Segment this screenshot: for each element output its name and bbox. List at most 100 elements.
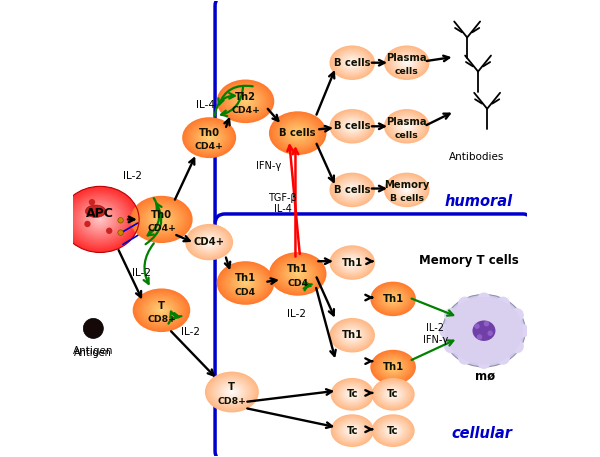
Ellipse shape bbox=[134, 289, 189, 331]
Ellipse shape bbox=[390, 297, 396, 301]
Ellipse shape bbox=[395, 117, 418, 135]
Ellipse shape bbox=[242, 280, 250, 286]
Ellipse shape bbox=[342, 182, 362, 198]
Text: Tc: Tc bbox=[346, 389, 358, 399]
Ellipse shape bbox=[335, 417, 370, 444]
Ellipse shape bbox=[340, 117, 365, 136]
Ellipse shape bbox=[395, 54, 418, 71]
Ellipse shape bbox=[221, 264, 271, 302]
Ellipse shape bbox=[97, 217, 104, 223]
Ellipse shape bbox=[388, 112, 425, 140]
Ellipse shape bbox=[334, 380, 371, 409]
Ellipse shape bbox=[226, 388, 238, 397]
Ellipse shape bbox=[329, 318, 375, 352]
Ellipse shape bbox=[382, 290, 404, 308]
Ellipse shape bbox=[188, 122, 230, 154]
Ellipse shape bbox=[345, 330, 359, 341]
Ellipse shape bbox=[208, 241, 210, 243]
Ellipse shape bbox=[387, 294, 400, 303]
Text: cellular: cellular bbox=[452, 426, 512, 441]
Ellipse shape bbox=[385, 173, 428, 207]
Ellipse shape bbox=[349, 333, 355, 338]
Ellipse shape bbox=[338, 252, 367, 274]
Ellipse shape bbox=[239, 278, 252, 288]
Ellipse shape bbox=[373, 351, 414, 383]
Ellipse shape bbox=[343, 387, 362, 402]
Circle shape bbox=[510, 308, 524, 322]
Ellipse shape bbox=[196, 128, 223, 148]
Ellipse shape bbox=[391, 115, 422, 138]
Ellipse shape bbox=[393, 116, 420, 137]
Text: cells: cells bbox=[395, 67, 419, 76]
Ellipse shape bbox=[232, 273, 259, 293]
Ellipse shape bbox=[154, 304, 169, 316]
Ellipse shape bbox=[389, 428, 397, 434]
Ellipse shape bbox=[240, 97, 251, 105]
Ellipse shape bbox=[380, 289, 407, 309]
Ellipse shape bbox=[202, 236, 217, 248]
Ellipse shape bbox=[340, 326, 365, 345]
Ellipse shape bbox=[205, 239, 214, 245]
Ellipse shape bbox=[398, 56, 415, 69]
Ellipse shape bbox=[284, 123, 311, 143]
Ellipse shape bbox=[335, 382, 369, 407]
Ellipse shape bbox=[347, 259, 358, 266]
Ellipse shape bbox=[350, 61, 355, 64]
Ellipse shape bbox=[331, 173, 374, 207]
Ellipse shape bbox=[198, 129, 220, 146]
Ellipse shape bbox=[154, 214, 169, 225]
Ellipse shape bbox=[445, 297, 523, 364]
Ellipse shape bbox=[397, 183, 416, 197]
Circle shape bbox=[118, 230, 124, 235]
Ellipse shape bbox=[191, 228, 227, 256]
Ellipse shape bbox=[332, 248, 372, 277]
Ellipse shape bbox=[345, 57, 359, 68]
Text: Th2: Th2 bbox=[235, 92, 256, 102]
Text: Tc: Tc bbox=[388, 425, 399, 436]
Ellipse shape bbox=[389, 49, 424, 76]
Ellipse shape bbox=[389, 364, 397, 370]
Ellipse shape bbox=[182, 117, 236, 158]
Ellipse shape bbox=[138, 292, 185, 328]
Circle shape bbox=[118, 218, 124, 223]
Ellipse shape bbox=[280, 260, 316, 288]
Ellipse shape bbox=[228, 389, 236, 395]
Ellipse shape bbox=[347, 331, 358, 339]
Ellipse shape bbox=[379, 420, 407, 441]
Ellipse shape bbox=[347, 391, 357, 398]
Ellipse shape bbox=[231, 272, 260, 294]
Ellipse shape bbox=[384, 360, 403, 374]
Ellipse shape bbox=[203, 133, 215, 142]
Ellipse shape bbox=[374, 285, 412, 313]
Ellipse shape bbox=[383, 291, 403, 307]
Text: APC: APC bbox=[86, 207, 114, 220]
Ellipse shape bbox=[150, 211, 173, 228]
Ellipse shape bbox=[341, 327, 364, 344]
Ellipse shape bbox=[295, 131, 301, 135]
Ellipse shape bbox=[348, 260, 356, 266]
Ellipse shape bbox=[373, 284, 413, 314]
Ellipse shape bbox=[244, 282, 247, 284]
Ellipse shape bbox=[335, 49, 370, 76]
Ellipse shape bbox=[346, 58, 358, 68]
Ellipse shape bbox=[349, 392, 355, 397]
Ellipse shape bbox=[349, 428, 355, 433]
Ellipse shape bbox=[334, 112, 371, 140]
Ellipse shape bbox=[343, 328, 362, 342]
Ellipse shape bbox=[157, 216, 166, 223]
Ellipse shape bbox=[390, 365, 396, 369]
Ellipse shape bbox=[342, 327, 362, 343]
Ellipse shape bbox=[376, 382, 410, 407]
Ellipse shape bbox=[196, 232, 222, 252]
Ellipse shape bbox=[137, 201, 185, 238]
Text: CD4+: CD4+ bbox=[147, 224, 176, 233]
Ellipse shape bbox=[384, 173, 430, 207]
Ellipse shape bbox=[193, 126, 225, 150]
Ellipse shape bbox=[390, 50, 424, 75]
Ellipse shape bbox=[334, 249, 371, 276]
Ellipse shape bbox=[208, 373, 256, 410]
Ellipse shape bbox=[133, 288, 190, 332]
Ellipse shape bbox=[294, 271, 302, 277]
Ellipse shape bbox=[343, 119, 362, 133]
Ellipse shape bbox=[269, 252, 326, 296]
